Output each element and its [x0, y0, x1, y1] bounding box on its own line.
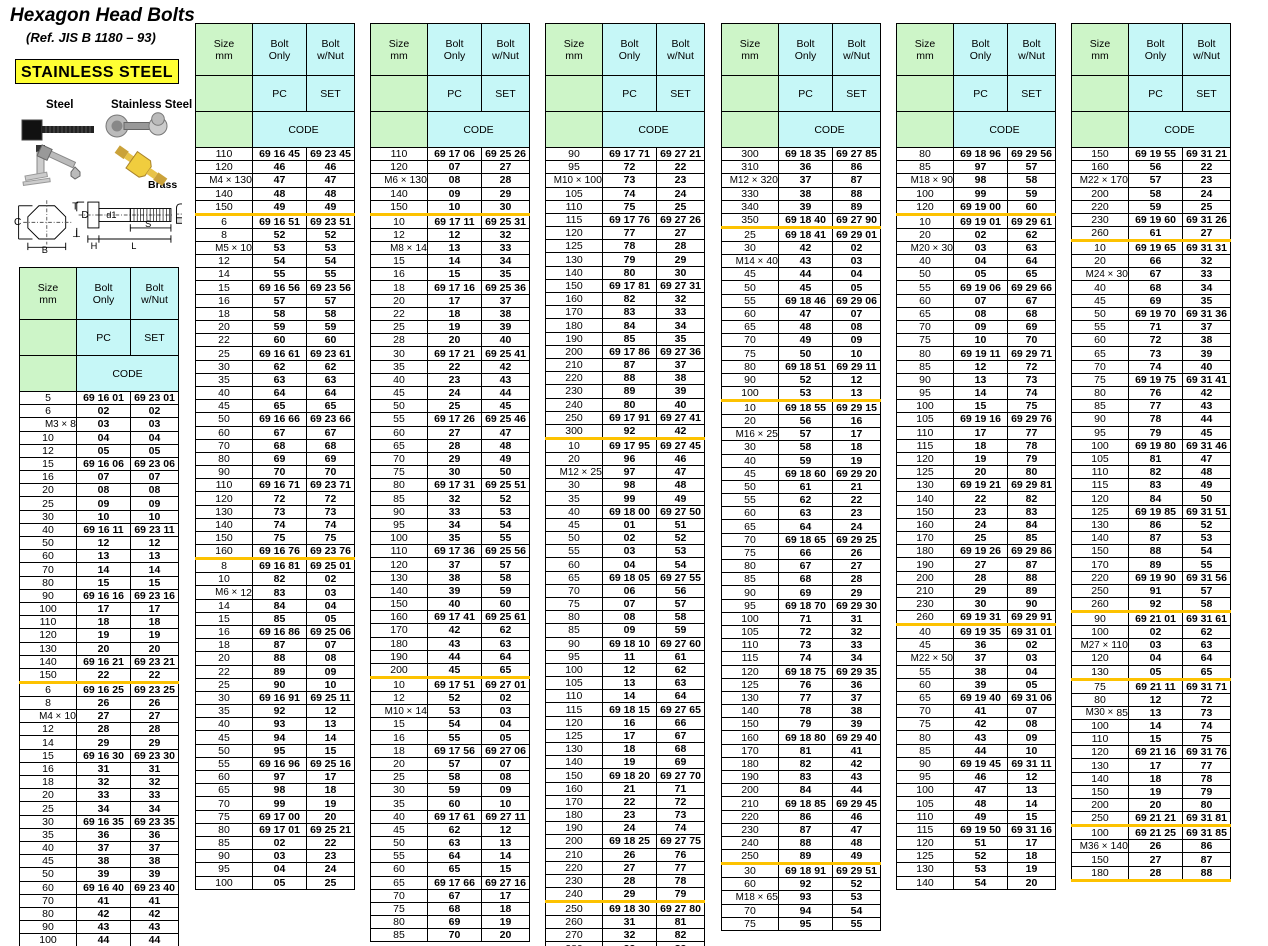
svg-text:T: T: [72, 201, 78, 212]
svg-text:C: C: [14, 217, 21, 228]
svg-text:d1: d1: [106, 210, 116, 220]
svg-text:B: B: [42, 245, 48, 255]
svg-text:⊥: ⊥: [72, 229, 81, 240]
svg-text:S: S: [145, 219, 151, 229]
svg-text:L: L: [131, 241, 136, 251]
svg-text:Stainless Steel: Stainless Steel: [111, 99, 192, 111]
svg-text:Steel: Steel: [46, 99, 74, 111]
svg-text:H: H: [91, 241, 98, 251]
